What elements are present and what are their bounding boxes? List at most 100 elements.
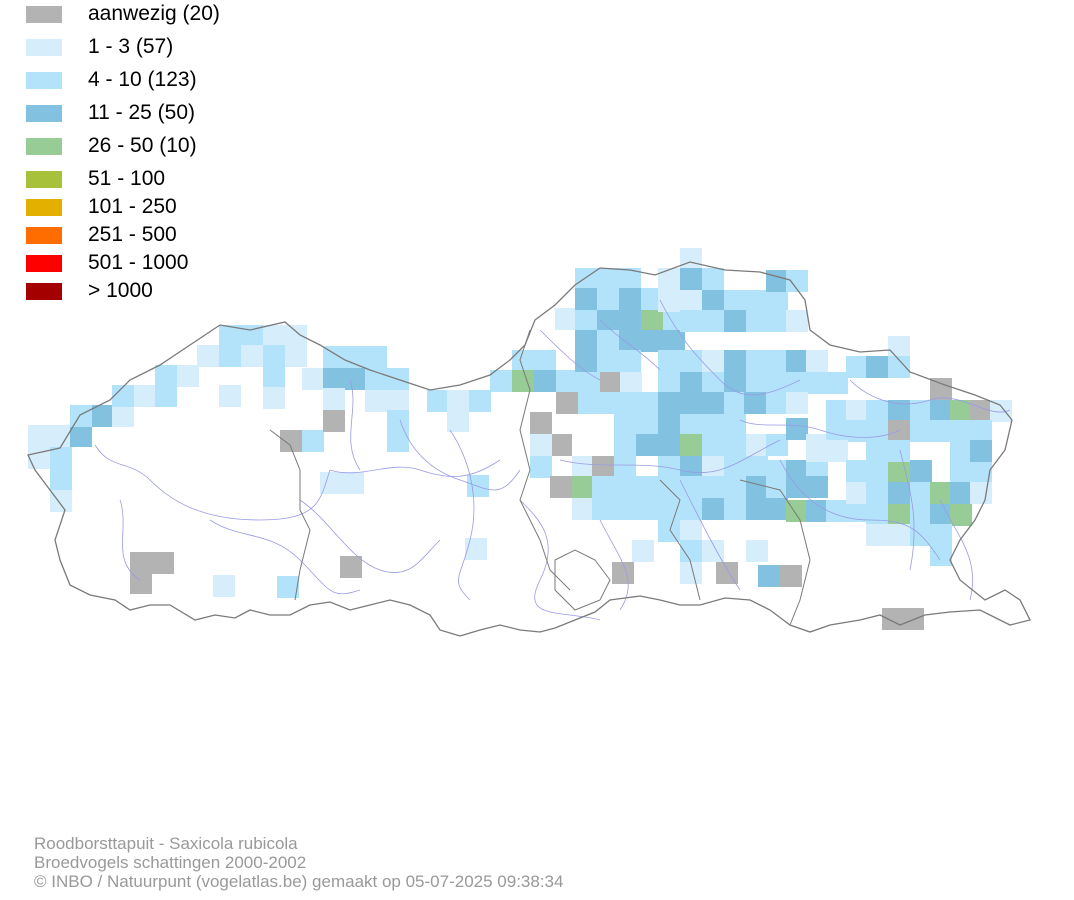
map-grid-cell xyxy=(556,370,578,392)
map-grid-cell xyxy=(92,405,114,427)
region-border xyxy=(27,261,1031,637)
map-grid-cell xyxy=(882,608,904,630)
map-grid-cell xyxy=(806,500,828,522)
map-grid-cell xyxy=(766,476,788,498)
map-grid-cell xyxy=(786,270,808,292)
map-grid-cell xyxy=(575,330,597,352)
map-grid-cell xyxy=(387,410,409,432)
map-grid-cell xyxy=(680,372,702,394)
map-grid-cell xyxy=(846,400,868,422)
map-grid-cell xyxy=(323,368,345,390)
map-grid-cell xyxy=(724,498,746,520)
legend-swatch xyxy=(26,199,62,216)
map-grid-cell xyxy=(724,350,746,372)
map-grid-cell xyxy=(866,400,888,422)
map-grid-cell xyxy=(550,476,572,498)
map-grid-cell xyxy=(746,350,768,372)
map-grid-cell xyxy=(970,440,992,462)
map-grid-cell xyxy=(263,325,285,347)
map-grid-cell xyxy=(724,476,746,498)
map-grid-cell xyxy=(285,325,307,347)
legend-label: aanwezig (20) xyxy=(88,2,220,25)
map-grid-cell xyxy=(826,420,848,442)
legend-swatch xyxy=(26,39,62,56)
map-grid-cell xyxy=(534,370,556,392)
legend-swatch xyxy=(26,283,62,300)
map-grid-cell xyxy=(155,385,177,407)
map-grid-cell xyxy=(702,434,724,456)
map-grid-cell xyxy=(680,498,702,520)
credit-line: © INBO / Natuurpunt (vogelatlas.be) gema… xyxy=(34,872,564,891)
internal-border xyxy=(739,479,811,626)
map-grid-cell xyxy=(619,350,641,372)
map-grid-cell xyxy=(592,476,614,498)
map-grid-cell xyxy=(902,608,924,630)
map-grid-cell xyxy=(702,414,724,436)
map-grid-cell xyxy=(680,268,702,290)
map-grid-cell xyxy=(746,290,768,312)
map-grid-cell xyxy=(786,350,808,372)
map-grid-cell xyxy=(465,538,487,560)
map-grid-cell xyxy=(786,500,808,522)
map-grid-cell xyxy=(70,425,92,447)
map-grid-cell xyxy=(866,482,888,504)
map-grid-cell xyxy=(530,456,552,478)
map-grid-cell xyxy=(930,482,952,504)
internal-border xyxy=(269,429,311,601)
map-grid-cell xyxy=(970,482,992,504)
map-grid-cell xyxy=(724,310,746,332)
map-grid-cell xyxy=(658,372,680,394)
map-grid-cell xyxy=(888,420,910,442)
map-grid-cell xyxy=(806,440,828,462)
map-grid-cell xyxy=(724,392,746,414)
internal-border xyxy=(519,329,571,591)
map-grid-cell xyxy=(365,346,387,368)
species-title: Roodborsttapuit - Saxicola rubicola xyxy=(34,834,298,853)
map-grid-cell xyxy=(970,462,992,484)
map-grid-cell xyxy=(263,365,285,387)
map-grid-cell xyxy=(130,552,152,574)
map-grid-cell xyxy=(427,390,449,412)
map-grid-cell xyxy=(241,325,263,347)
map-grid-cell xyxy=(930,378,952,400)
map-grid-cell xyxy=(746,372,768,394)
map-grid-cell xyxy=(213,575,235,597)
map-grid-cell xyxy=(50,425,72,447)
map-grid-cell xyxy=(285,345,307,367)
map-grid-cell xyxy=(766,310,788,332)
map-grid-cell xyxy=(572,498,594,520)
map-grid-cell xyxy=(702,350,724,372)
map-grid-cell xyxy=(572,476,594,498)
map-grid-cell xyxy=(614,456,636,478)
map-grid-cell xyxy=(724,414,746,436)
legend-item: 501 - 1000 xyxy=(26,251,326,274)
map-grid-cell xyxy=(826,372,848,394)
map-grid-cell xyxy=(534,350,556,372)
map-grid-cell xyxy=(555,308,577,330)
map-grid-cell xyxy=(888,504,910,526)
map-grid-cell xyxy=(846,482,868,504)
map-grid-cell xyxy=(888,336,910,358)
map-grid-cell xyxy=(744,392,766,414)
map-grid-cell xyxy=(680,392,702,414)
map-grid-cell xyxy=(658,476,680,498)
map-grid-cell xyxy=(512,350,534,372)
map-grid-cell xyxy=(592,456,614,478)
map-grid-cell xyxy=(680,350,702,372)
map-footer: Roodborsttapuit - Saxicola rubicola Broe… xyxy=(34,834,563,891)
map-grid-cell xyxy=(910,504,932,526)
map-grid-cell xyxy=(786,418,808,440)
map-grid-cell xyxy=(702,372,724,394)
map-grid-cell xyxy=(680,248,702,270)
map-grid-cell xyxy=(724,290,746,312)
legend-swatch xyxy=(26,255,62,272)
map-grid-cell xyxy=(302,368,324,390)
map-grid-cell xyxy=(702,268,724,290)
map-grid-cell xyxy=(950,400,972,422)
map-grid-cell xyxy=(469,390,491,412)
map-grid-cell xyxy=(866,440,888,462)
legend-item: 4 - 10 (123) xyxy=(26,68,326,91)
map-grid-cell xyxy=(910,482,932,504)
map-grid-cell xyxy=(888,356,910,378)
legend-item: > 1000 xyxy=(26,279,326,302)
